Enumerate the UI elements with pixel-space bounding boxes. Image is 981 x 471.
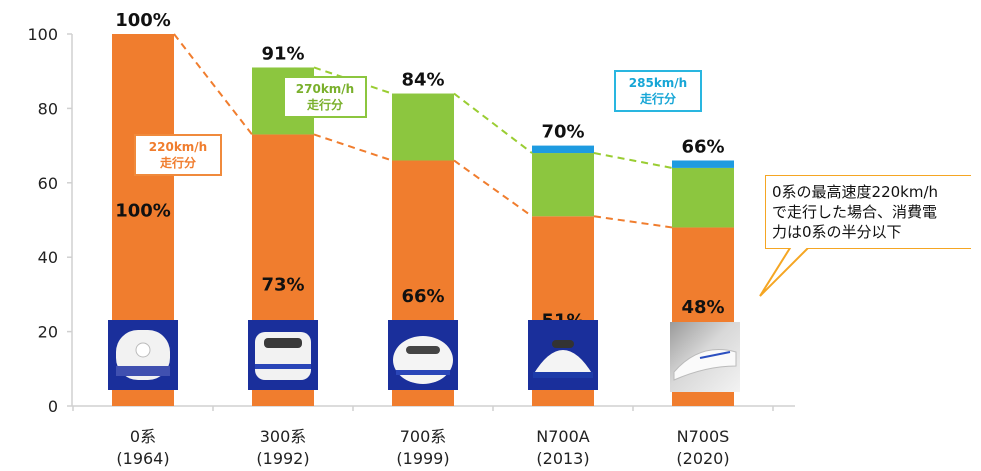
callout-285kmh: 285km/h 走行分	[614, 70, 702, 112]
x-category-label: (1964)	[116, 449, 169, 468]
bar-total-label: 100%	[115, 10, 171, 31]
bar-inner-label: 100%	[115, 200, 171, 221]
labels: 100%91%84%70%66%100%73%66%51%48%0系(1964)…	[115, 10, 729, 468]
callout-220-text: 走行分	[159, 156, 196, 170]
x-category-label: 300系	[260, 427, 307, 446]
x-category-label: (1992)	[256, 449, 309, 468]
x-category-label: (2020)	[676, 449, 729, 468]
power-consumption-note: 0系の最高速度220km/h で走行した場合、消費電 力は0系の半分以下	[766, 176, 978, 248]
bar-segment	[672, 167, 734, 228]
y-tick-label: 40	[38, 248, 58, 267]
x-category-label: 700系	[400, 427, 447, 446]
axes: 0 20 40 60 80 100	[27, 25, 795, 416]
y-tick-label: 20	[38, 323, 58, 342]
orange-trend-line	[173, 33, 673, 229]
bar-total-label: 91%	[261, 43, 304, 64]
bar-total-label: 66%	[681, 136, 724, 157]
train-700-series-icon	[388, 320, 458, 390]
train-0-series-icon	[108, 320, 178, 390]
callout-270-speed: 270km/h	[295, 82, 355, 96]
bar-total-label: 84%	[401, 70, 444, 91]
x-category-label: N700A	[536, 427, 590, 446]
bar-total-label: 70%	[541, 122, 584, 143]
y-tick-label: 60	[38, 174, 58, 193]
y-tick-label: 100	[27, 25, 58, 44]
bar-segment	[672, 160, 734, 168]
y-tick-label: 80	[38, 99, 58, 118]
x-category-label: N700S	[677, 427, 730, 446]
bar-inner-label: 73%	[261, 275, 304, 296]
bar-inner-label: 48%	[681, 297, 724, 318]
train-300-series-icon	[248, 320, 318, 390]
bar-segment	[532, 153, 594, 217]
train-n700s-icon	[670, 322, 740, 392]
x-category-label: (1999)	[396, 449, 449, 468]
note-line-3: 力は0系の半分以下	[772, 223, 902, 241]
bar-inner-label: 66%	[401, 286, 444, 307]
callout-270kmh: 270km/h 走行分	[283, 76, 367, 118]
note-line-1: 0系の最高速度220km/h	[772, 183, 939, 201]
bar-segment	[532, 145, 594, 154]
callout-220kmh: 220km/h 走行分	[134, 134, 222, 176]
callout-285-text: 走行分	[639, 92, 676, 106]
y-tick-label: 0	[48, 397, 58, 416]
note-line-2: で走行した場合、消費電	[772, 203, 938, 221]
callout-220-speed: 220km/h	[148, 140, 208, 154]
bar-segment	[392, 93, 454, 161]
x-category-label: 0系	[130, 427, 156, 446]
x-category-label: (2013)	[536, 449, 589, 468]
callout-285-speed: 285km/h	[628, 76, 688, 90]
train-n700a-icon	[528, 320, 598, 390]
callout-270-text: 走行分	[306, 98, 343, 112]
